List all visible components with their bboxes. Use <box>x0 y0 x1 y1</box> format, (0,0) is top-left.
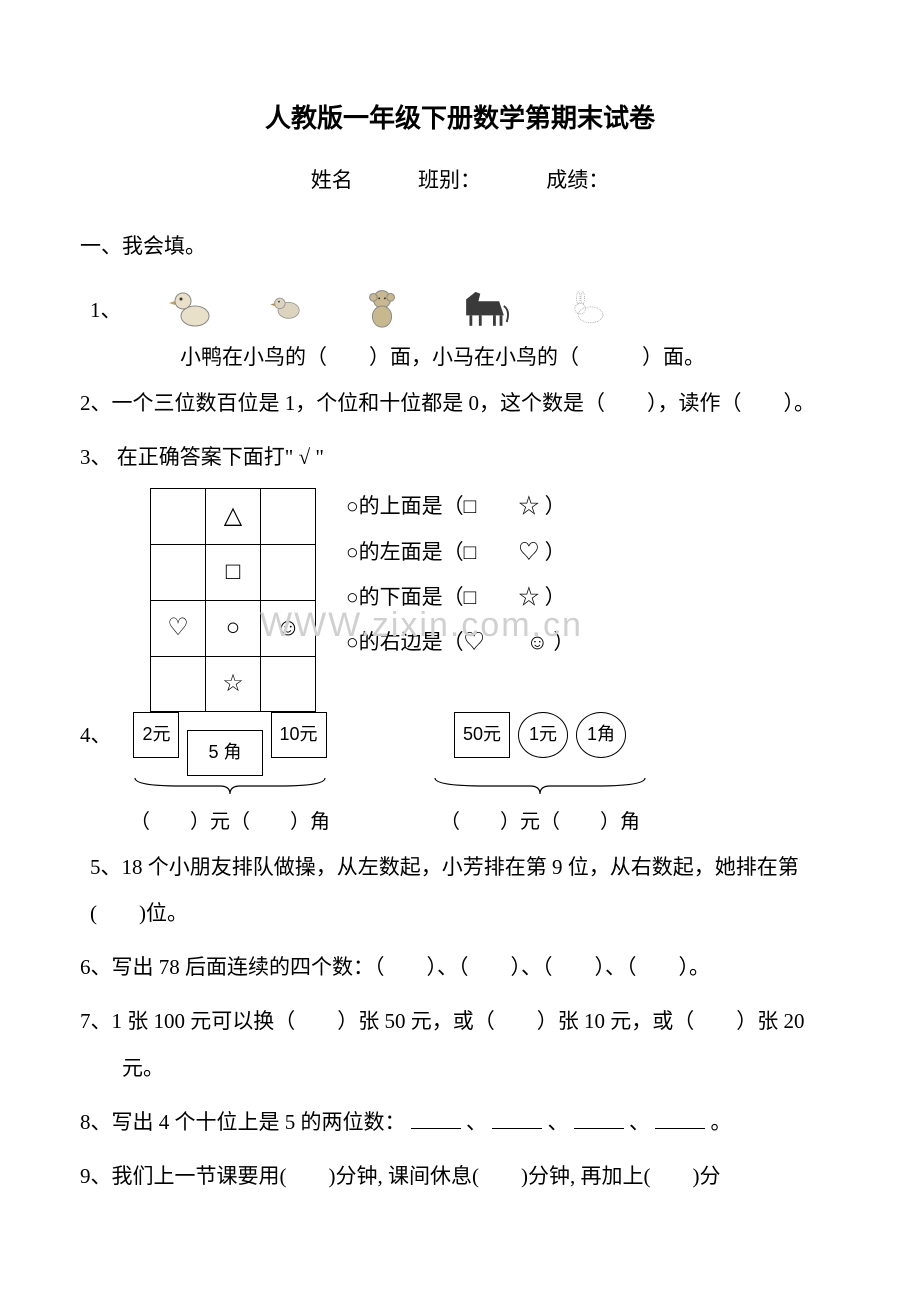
q2-text: 2、一个三位数百位是 1，个位和十位都是 0，这个数是（ ），读作（ ）。 <box>80 380 840 426</box>
brace-icon <box>130 776 330 796</box>
q8-sep: 、 <box>548 1110 569 1134</box>
exam-page: 人教版一年级下册数学第期末试卷 姓名 班别： 成绩： 一、我会填。 1、 <box>0 0 920 1247</box>
duck-icon <box>162 278 218 334</box>
score-label: 成绩： <box>546 168 609 192</box>
q4-fill1: （ ）元（ ）角 <box>130 800 330 844</box>
q8-text: 8、写出 4 个十位上是 5 的两位数： 、 、 、 。 <box>80 1099 840 1145</box>
q1-images: 1、 <box>80 278 840 334</box>
q8-suffix: 。 <box>711 1110 732 1134</box>
star-icon: ☆ <box>206 656 261 712</box>
q8-sep: 、 <box>466 1110 487 1134</box>
blank-line[interactable] <box>655 1107 705 1129</box>
bird-icon <box>258 278 314 334</box>
q3-line3: ○的下面是（□ ☆ ） <box>346 583 574 612</box>
section-heading: 一、我会填。 <box>80 223 840 269</box>
page-title: 人教版一年级下册数学第期末试卷 <box>80 90 840 147</box>
square-icon: □ <box>206 544 261 600</box>
money-2yuan: 2元 <box>133 712 179 758</box>
name-label: 姓名 <box>311 168 353 192</box>
money-50yuan: 50元 <box>454 712 510 758</box>
smile-icon: ☺ <box>261 600 316 656</box>
q3-line2: ○的左面是（□ ♡ ） <box>346 538 574 567</box>
q9-text: 9、我们上一节课要用( )分钟, 课间休息( )分钟, 再加上( )分 <box>80 1153 840 1199</box>
q3-line1: ○的上面是（□ ☆ ） <box>346 492 574 521</box>
money-1jiao: 1角 <box>576 712 626 758</box>
q3-grid: △ □ ♡○☺ ☆ <box>150 488 316 712</box>
q5-text: 5、18 个小朋友排队做操，从左数起，小芳排在第 9 位，从右数起，她排在第( … <box>80 844 840 936</box>
q1-num: 1、 <box>90 287 122 333</box>
brace-icon <box>430 776 650 796</box>
blank-line[interactable] <box>411 1107 461 1129</box>
q6-text: 6、写出 78 后面连续的四个数：（ ）、（ ）、（ ）、（ ）。 <box>80 944 840 990</box>
q3-options: ○的上面是（□ ☆ ） ○的左面是（□ ♡ ） ○的下面是（□ ☆ ） ○的右边… <box>346 488 574 658</box>
q4-group2: 50元 1元 1角 （ ）元（ ）角 <box>430 712 650 844</box>
q3-heading: 3、 在正确答案下面打" √ " <box>80 434 840 480</box>
q4-group1: 2元 5 角 10元 （ ）元（ ）角 <box>130 712 330 844</box>
blank-line[interactable] <box>492 1107 542 1129</box>
q3-line4: ○的右边是（♡ ☺ ） <box>346 628 574 657</box>
q4-fill2: （ ）元（ ）角 <box>440 800 640 844</box>
class-label: 班别： <box>418 168 481 192</box>
info-line: 姓名 班别： 成绩： <box>80 157 840 203</box>
heart-icon: ♡ <box>151 600 206 656</box>
money-1yuan: 1元 <box>518 712 568 758</box>
q8-sep: 、 <box>629 1110 650 1134</box>
circle-icon: ○ <box>206 600 261 656</box>
q3-body: WWW.zixin.com.cn △ □ ♡○☺ ☆ ○的上面是（□ ☆ ） ○… <box>80 488 840 712</box>
q4-body: 2元 5 角 10元 （ ）元（ ）角 50元 1元 1角 <box>130 712 650 844</box>
money-10yuan: 10元 <box>271 712 327 758</box>
q4-num: 4、 <box>80 712 130 758</box>
triangle-icon: △ <box>206 489 261 545</box>
q8-prefix: 8、写出 4 个十位上是 5 的两位数： <box>80 1110 406 1134</box>
q1-text: 小鸭在小鸟的（ ）面，小马在小鸟的（ ）面。 <box>80 334 840 380</box>
blank-line[interactable] <box>574 1107 624 1129</box>
money-5jiao: 5 角 <box>187 730 262 776</box>
horse-icon <box>450 278 520 334</box>
monkey-icon <box>354 278 410 334</box>
rabbit-icon <box>560 278 616 334</box>
q7-text: 7、1 张 100 元可以换（ ）张 50 元，或（ ）张 10 元，或（ ）张… <box>80 998 840 1090</box>
